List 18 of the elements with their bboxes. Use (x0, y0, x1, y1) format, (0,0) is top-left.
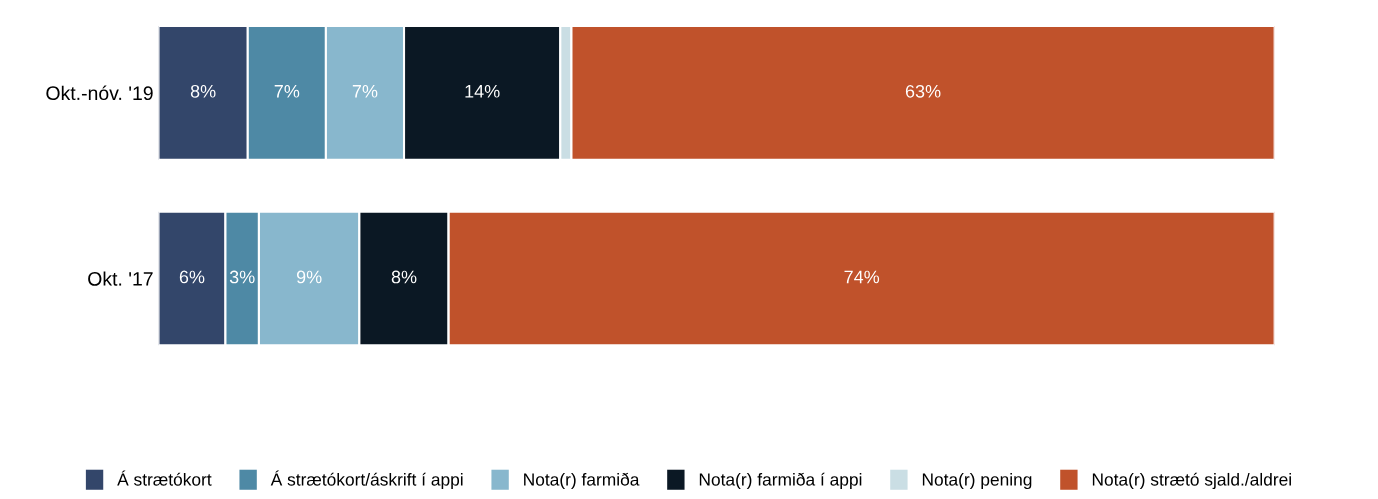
data-label: 7% (274, 84, 300, 98)
legend-label: Nota(r) farmiða í appi (699, 472, 862, 490)
legend-label: Á strætókort/áskrift í appi (270, 470, 463, 490)
data-label: 63% (905, 84, 941, 98)
data-label: 6% (179, 270, 205, 284)
y-tick-label: Okt. '17 (88, 271, 153, 286)
data-label: 8% (190, 84, 216, 98)
data-label: 7% (352, 84, 378, 98)
data-label: 9% (296, 270, 322, 284)
data-label: 74% (844, 270, 880, 284)
legend-label: Nota(r) pening (922, 472, 1032, 490)
legend-label: Nota(r) farmiða (524, 472, 640, 490)
data-label: 3% (229, 270, 255, 284)
legend-label: Á strætókort (117, 470, 212, 486)
legend-label: Nota(r) strætó sjald./aldrei (1092, 472, 1291, 490)
data-label: 8% (391, 270, 417, 284)
data-label: 14% (465, 84, 500, 98)
y-tick-label: Okt.-nóv. '19 (46, 85, 153, 101)
